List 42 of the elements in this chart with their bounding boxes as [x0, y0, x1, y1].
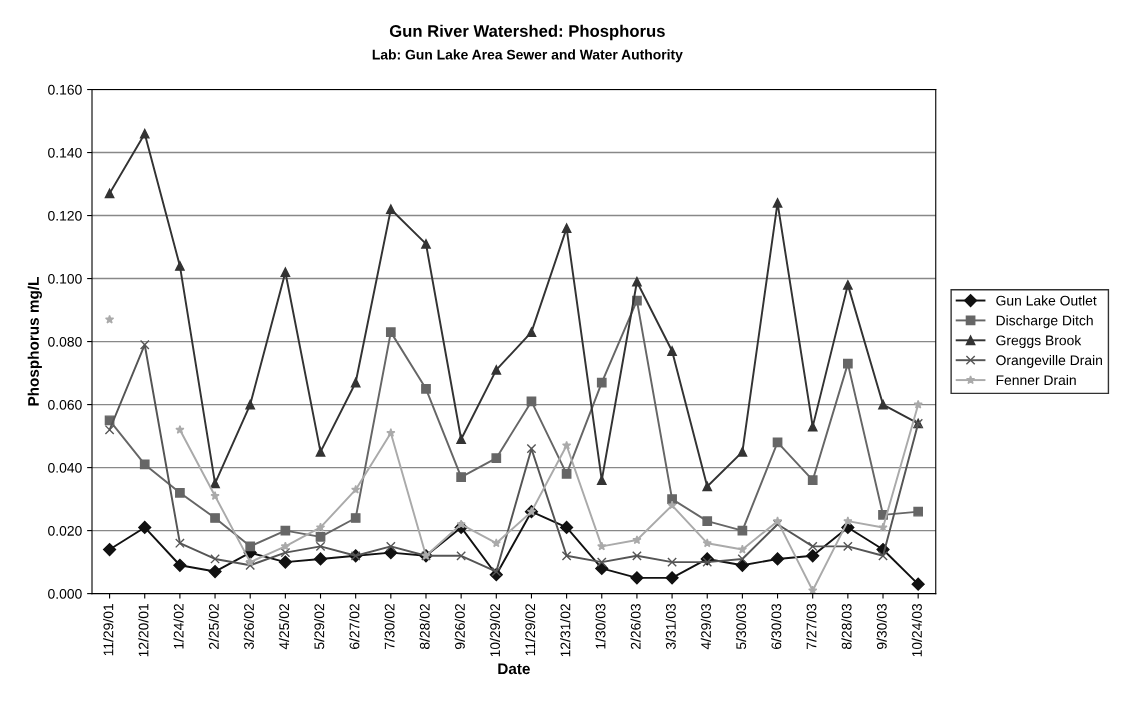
legend-label: Fenner Drain: [996, 374, 1076, 386]
x-tick-label: 6/30/03: [771, 603, 782, 649]
y-tick-label: 0.020: [48, 525, 82, 536]
x-tick-label: 3/31/03: [665, 603, 676, 650]
x-axis-title: Date: [498, 663, 530, 675]
x-tick-label: 4/25/02: [278, 604, 290, 650]
x-tick-label: 10/24/03: [911, 603, 922, 657]
legend-label: Greggs Brook: [996, 335, 1082, 349]
x-tick-label: 7/30/02: [384, 604, 395, 649]
y-tick-label: 0.060: [48, 399, 82, 410]
y-tick-label: 0.120: [48, 210, 82, 221]
y-tick-label: 0.100: [48, 273, 82, 284]
x-tick-label: 11/29/01: [103, 604, 114, 656]
x-tick-label: 12/31/02: [560, 604, 571, 657]
chart-subtitle: Lab: Gun Lake Area Sewer and Water Authority: [372, 49, 683, 63]
x-tick-label: 7/27/03: [806, 603, 817, 649]
legend-label: Gun Lake Outlet: [996, 295, 1097, 306]
x-tick-label: 9/30/03: [876, 603, 887, 650]
x-tick-label: 2/26/03: [630, 603, 641, 649]
x-tick-label: 4/29/03: [700, 603, 711, 650]
x-tick-label: 3/26/02: [243, 604, 254, 650]
y-tick-label: 0.160: [48, 84, 82, 95]
x-tick-label: 12/20/01: [138, 604, 149, 657]
x-tick-label: 11/29/02: [524, 604, 536, 656]
x-tick-label: 8/28/03: [841, 603, 852, 650]
y-axis-title: Phosphorus mg/L: [27, 277, 42, 406]
y-tick-label: 0.000: [48, 588, 82, 599]
y-tick-label: 0.080: [48, 336, 82, 347]
x-tick-label: 8/28/02: [419, 604, 430, 650]
legend-label: Discharge Ditch: [996, 315, 1093, 329]
chart-title: Gun River Watershed: Phosphorus: [389, 24, 665, 41]
x-tick-label: 9/26/02: [454, 604, 465, 650]
x-tick-label: 5/30/03: [735, 603, 747, 650]
y-tick-label: 0.040: [48, 462, 82, 473]
x-tick-label: 6/27/02: [349, 604, 360, 649]
x-tick-label: 10/29/02: [489, 604, 501, 657]
legend-label: Orangeville Drain: [996, 354, 1102, 368]
x-tick-label: 1/30/03: [595, 603, 606, 649]
x-tick-label: 5/29/02: [314, 604, 325, 650]
y-tick-label: 0.140: [48, 147, 82, 158]
x-tick-label: 2/25/02: [208, 604, 219, 649]
x-tick-label: 1/24/02: [173, 604, 184, 649]
